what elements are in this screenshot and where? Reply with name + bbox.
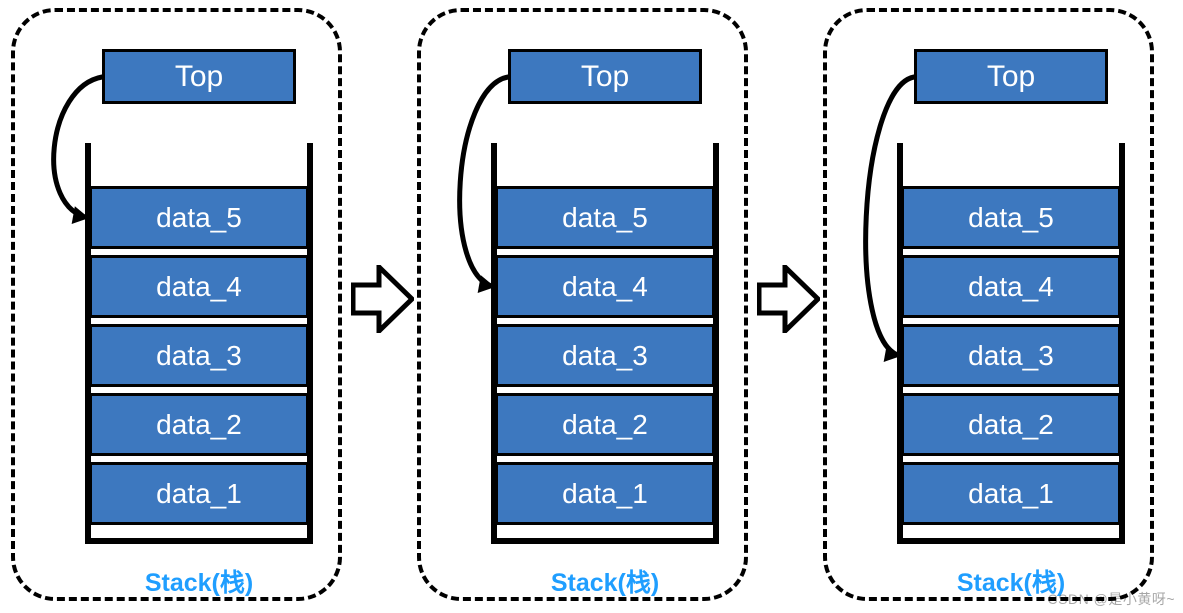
stack-cell: data_3: [901, 324, 1121, 387]
transition-arrow: [757, 265, 820, 333]
stack-cell-label: data_5: [968, 202, 1054, 234]
top-pointer-box: Top: [508, 49, 702, 104]
stack-cell-label: data_2: [968, 409, 1054, 441]
stack-cell: data_1: [89, 462, 309, 525]
stack-cell-label: data_3: [156, 340, 242, 372]
stack-cell-label: data_5: [156, 202, 242, 234]
stack-cell-label: data_2: [156, 409, 242, 441]
diagram-canvas: Top data_5 data_4 data_3 data_2 data_1 Stack(栈…: [0, 0, 1183, 613]
top-pointer-box: Top: [102, 49, 296, 104]
transition-arrow: [351, 265, 414, 333]
stack-cell: data_5: [495, 186, 715, 249]
pointer-arrow: [832, 63, 928, 370]
stack-cell-label: data_1: [156, 478, 242, 510]
stack-cell: data_2: [495, 393, 715, 456]
stack-cell: data_2: [901, 393, 1121, 456]
top-pointer-label: Top: [987, 60, 1035, 94]
stack-caption: Stack(栈): [99, 563, 299, 599]
pointer-arrow: [20, 63, 116, 232]
stack-cell-label: data_4: [156, 271, 242, 303]
top-pointer-box: Top: [914, 49, 1108, 104]
stack-cell-label: data_1: [562, 478, 648, 510]
stack-cell-label: data_3: [562, 340, 648, 372]
stack-cell: data_1: [901, 462, 1121, 525]
stack-cell: data_4: [495, 255, 715, 318]
top-pointer-label: Top: [581, 60, 629, 94]
stack-cell: data_1: [495, 462, 715, 525]
stack-cell-label: data_2: [562, 409, 648, 441]
stack-cell: data_2: [89, 393, 309, 456]
watermark: CSDN @是小黄呀~: [1048, 589, 1175, 609]
stack-cell: data_4: [901, 255, 1121, 318]
stack-cell-label: data_4: [562, 271, 648, 303]
stack-cell-label: data_5: [562, 202, 648, 234]
stack-cell-label: data_4: [968, 271, 1054, 303]
stack-cell: data_3: [89, 324, 309, 387]
stack-caption: Stack(栈): [505, 563, 705, 599]
pointer-arrow: [426, 63, 522, 301]
stack-cell: data_5: [901, 186, 1121, 249]
stack-cell-label: data_1: [968, 478, 1054, 510]
stack-cell: data_3: [495, 324, 715, 387]
top-pointer-label: Top: [175, 60, 223, 94]
stack-cell: data_5: [89, 186, 309, 249]
stack-cell: data_4: [89, 255, 309, 318]
stack-cell-label: data_3: [968, 340, 1054, 372]
